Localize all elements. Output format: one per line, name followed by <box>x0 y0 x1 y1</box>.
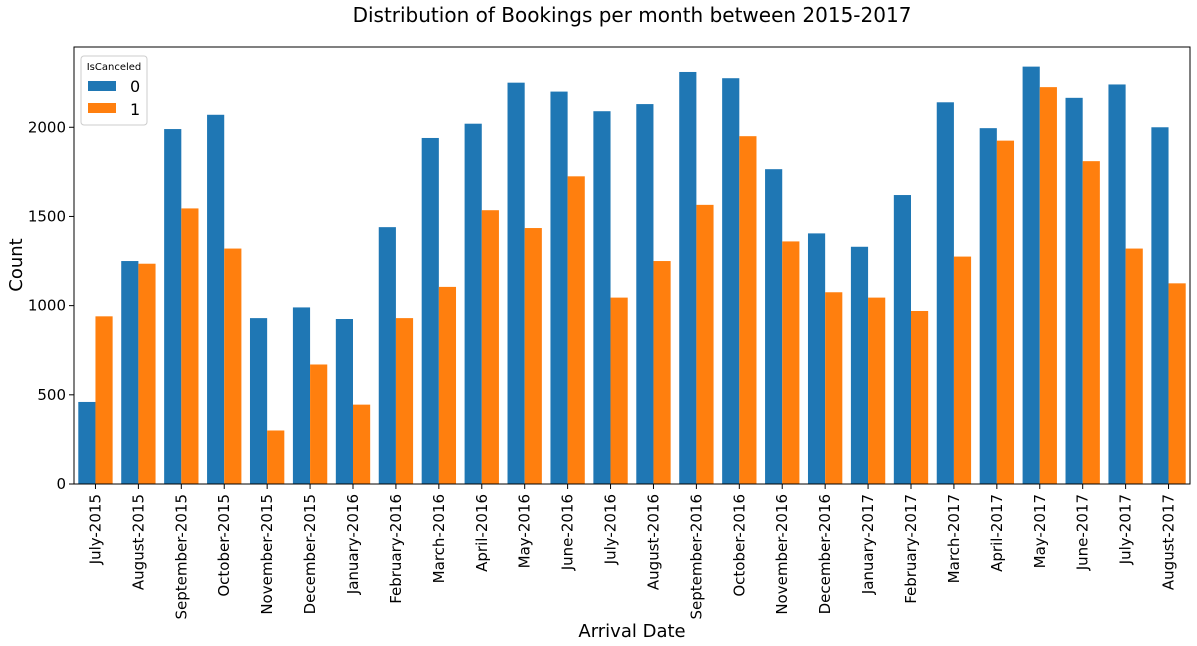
x-tick-label: July-2015 <box>86 494 104 565</box>
y-tick-label: 2000 <box>28 118 66 136</box>
bar-August-2015-iscanceled-1 <box>138 263 156 484</box>
x-tick-label: May-2016 <box>516 494 534 568</box>
y-tick-label: 1500 <box>28 207 66 225</box>
legend-swatch-0 <box>88 81 116 91</box>
y-axis-ticks: 0 500 1000 1500 2000 <box>28 118 74 493</box>
bar-June-2016-iscanceled-0 <box>550 91 568 484</box>
y-axis-label: Count <box>6 238 27 291</box>
bar-September-2016-iscanceled-0 <box>679 71 697 484</box>
bar-March-2016-iscanceled-0 <box>421 137 439 484</box>
x-tick-label: June-2016 <box>559 494 577 571</box>
x-tick-label: October-2015 <box>215 494 233 597</box>
bar-March-2017-iscanceled-0 <box>936 102 954 484</box>
bar-July-2015-iscanceled-0 <box>78 401 96 484</box>
x-tick-label: July-2017 <box>1117 494 1135 565</box>
x-axis-ticks: July-2015 August-2015 September-2015 Octobe… <box>86 484 1178 620</box>
bar-July-2016-iscanceled-0 <box>593 111 611 485</box>
bar-February-2017-iscanceled-1 <box>911 310 929 484</box>
bar-May-2016-iscanceled-1 <box>524 228 542 484</box>
bar-June-2017-iscanceled-1 <box>1082 161 1100 484</box>
x-tick-label: August-2015 <box>129 494 147 590</box>
legend: IsCanceled 0 1 <box>80 55 148 126</box>
bar-November-2016-iscanceled-1 <box>782 241 800 484</box>
bar-July-2017-iscanceled-1 <box>1125 248 1143 484</box>
x-tick-label: December-2016 <box>816 494 834 614</box>
x-tick-label: December-2015 <box>301 494 319 614</box>
bar-July-2016-iscanceled-1 <box>610 297 628 484</box>
x-tick-label: January-2016 <box>344 494 362 595</box>
legend-label-0: 0 <box>130 77 140 96</box>
bar-September-2015-iscanceled-0 <box>164 129 182 485</box>
x-tick-label: April-2016 <box>473 494 491 572</box>
x-tick-label: October-2016 <box>730 494 748 597</box>
bar-February-2016-iscanceled-1 <box>395 318 414 484</box>
y-tick-label: 500 <box>37 386 66 404</box>
x-axis-label: Arrival Date <box>578 621 685 642</box>
x-tick-label: November-2015 <box>258 494 276 615</box>
bar-November-2015-iscanceled-1 <box>267 430 285 484</box>
bar-March-2017-iscanceled-1 <box>953 256 972 484</box>
bar-October-2016-iscanceled-1 <box>739 136 757 484</box>
bar-November-2016-iscanceled-0 <box>765 169 783 484</box>
x-tick-label: June-2017 <box>1074 494 1092 571</box>
bar-November-2015-iscanceled-0 <box>249 318 268 484</box>
x-tick-label: November-2016 <box>773 494 791 615</box>
bar-April-2016-iscanceled-1 <box>481 210 499 484</box>
bar-January-2016-iscanceled-1 <box>353 404 371 484</box>
chart-title: Distribution of Bookings per month betwe… <box>353 3 912 27</box>
bars-group <box>78 66 1186 485</box>
bar-July-2017-iscanceled-0 <box>1108 84 1126 485</box>
bar-April-2016-iscanceled-0 <box>464 123 482 484</box>
bar-May-2017-iscanceled-0 <box>1022 66 1040 485</box>
x-tick-label: March-2017 <box>945 494 963 583</box>
bar-October-2015-iscanceled-0 <box>207 114 225 484</box>
bar-August-2015-iscanceled-0 <box>121 261 139 484</box>
x-tick-label: January-2017 <box>859 494 877 595</box>
bar-July-2015-iscanceled-1 <box>95 316 113 484</box>
bar-December-2016-iscanceled-1 <box>825 292 843 484</box>
bar-March-2016-iscanceled-1 <box>438 286 457 484</box>
bar-October-2016-iscanceled-0 <box>722 78 740 485</box>
x-tick-label: September-2016 <box>687 494 705 620</box>
y-tick-label: 0 <box>56 475 66 493</box>
bar-December-2016-iscanceled-0 <box>807 233 826 484</box>
x-tick-label: September-2015 <box>172 494 190 620</box>
bar-August-2017-iscanceled-1 <box>1168 283 1186 484</box>
bar-January-2017-iscanceled-1 <box>868 297 886 484</box>
legend-title: IsCanceled <box>87 62 142 73</box>
bar-April-2017-iscanceled-0 <box>979 128 997 484</box>
x-tick-label: April-2017 <box>988 494 1006 572</box>
plot-frame <box>73 46 1191 485</box>
bar-April-2017-iscanceled-1 <box>996 140 1015 484</box>
x-tick-label: August-2016 <box>644 494 662 590</box>
bar-December-2015-iscanceled-1 <box>310 364 328 484</box>
x-tick-label: February-2016 <box>387 494 405 604</box>
bar-June-2016-iscanceled-1 <box>567 176 585 484</box>
x-tick-label: August-2017 <box>1160 494 1178 590</box>
bar-August-2017-iscanceled-0 <box>1151 127 1169 485</box>
x-tick-label: February-2017 <box>902 494 920 604</box>
bar-May-2016-iscanceled-0 <box>507 82 525 485</box>
bar-December-2015-iscanceled-0 <box>292 307 311 484</box>
bar-August-2016-iscanceled-1 <box>653 261 671 484</box>
bar-September-2015-iscanceled-1 <box>181 208 199 485</box>
bar-February-2016-iscanceled-0 <box>378 227 396 484</box>
bar-October-2015-iscanceled-1 <box>224 248 242 484</box>
x-tick-label: May-2017 <box>1031 494 1049 568</box>
bar-January-2017-iscanceled-0 <box>850 246 869 484</box>
bar-January-2016-iscanceled-0 <box>335 319 353 484</box>
x-tick-label: July-2016 <box>602 494 620 565</box>
bar-May-2017-iscanceled-1 <box>1039 87 1057 484</box>
bar-September-2016-iscanceled-1 <box>696 204 714 485</box>
y-tick-label: 1000 <box>28 297 66 315</box>
bar-August-2016-iscanceled-0 <box>636 104 654 484</box>
legend-swatch-1 <box>88 103 116 113</box>
bar-June-2017-iscanceled-0 <box>1065 97 1083 484</box>
legend-label-1: 1 <box>130 100 140 119</box>
x-tick-label: March-2016 <box>430 494 448 583</box>
bar-February-2017-iscanceled-0 <box>893 195 911 485</box>
